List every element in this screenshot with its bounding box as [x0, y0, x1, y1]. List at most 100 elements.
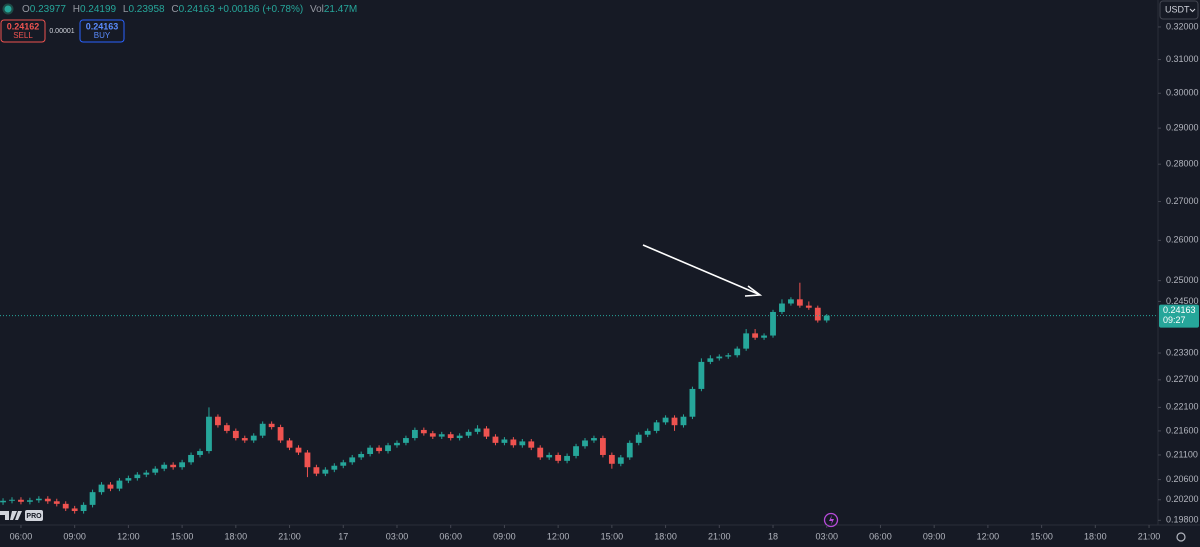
candle-body	[134, 474, 141, 479]
settings-icon[interactable]	[1176, 532, 1186, 542]
candle-body	[716, 356, 723, 359]
y-tick-label: 0.21100	[1166, 449, 1198, 459]
candle-body	[241, 438, 248, 441]
candle-body	[286, 440, 293, 448]
x-tick-label: 09:00	[63, 531, 86, 541]
alert-icon[interactable]	[823, 512, 839, 528]
sell-label[interactable]: SELL	[13, 31, 33, 40]
candle-body	[653, 422, 660, 431]
candle-body	[385, 445, 391, 452]
legend-label: Vol	[310, 4, 324, 15]
countdown: 09:27	[1163, 315, 1186, 325]
logo-badge-box	[25, 510, 43, 521]
candle-body	[206, 416, 212, 452]
candle-body	[215, 416, 221, 426]
y-tick-label: 0.27000	[1166, 196, 1199, 206]
candle-body	[573, 446, 579, 456]
candle-body	[456, 435, 463, 439]
candle-body	[671, 417, 678, 426]
legend-value: 21.47M	[324, 4, 357, 15]
x-tick-label: 06:00	[439, 531, 462, 541]
candle-body	[340, 462, 347, 466]
candle-body	[626, 442, 633, 458]
y-tick-label: 0.20600	[1166, 474, 1199, 484]
candle-body	[116, 480, 123, 489]
y-tick-label: 0.21600	[1166, 425, 1199, 435]
x-tick-label: 15:00	[601, 531, 624, 541]
candle-body	[689, 388, 696, 417]
candle-body	[394, 442, 400, 446]
currency[interactable]: USDT	[1165, 4, 1190, 14]
status-dot	[2, 3, 14, 15]
x-tick-label: 18:00	[1084, 531, 1107, 541]
y-tick-label: 0.26000	[1166, 235, 1199, 245]
candle-body	[107, 484, 114, 489]
candle-body	[474, 428, 481, 432]
x-tick-label: 12:00	[547, 531, 570, 541]
candle-body	[349, 457, 356, 463]
candle-body	[823, 315, 830, 321]
y-tick-label: 0.19800	[1166, 515, 1199, 525]
candle-body	[698, 361, 705, 389]
legend-value: 0.24163	[179, 4, 216, 15]
candle-body	[188, 454, 194, 463]
candle-body	[268, 423, 275, 428]
candle-body	[80, 504, 87, 512]
candle-body	[223, 425, 230, 431]
currency-box[interactable]	[1159, 0, 1199, 20]
x-tick-label: 12:00	[977, 531, 1000, 541]
candle-body	[35, 498, 42, 501]
candle-body	[743, 333, 750, 349]
arrow-annotation	[642, 244, 763, 297]
y-tick-label: 0.30000	[1166, 88, 1199, 98]
x-tick-label: 09:00	[923, 531, 946, 541]
legend-value: +0.00186 (+0.78%)	[218, 4, 304, 15]
legend-label: H	[73, 4, 80, 15]
candle-body	[546, 454, 553, 458]
arrow-line	[642, 244, 759, 295]
candle-body	[608, 454, 615, 464]
candle-body	[143, 472, 150, 475]
x-tick-label: 06:00	[869, 531, 892, 541]
candle-body	[501, 439, 508, 443]
candle-body	[44, 498, 51, 502]
candle-body	[71, 508, 78, 512]
candle-body	[170, 464, 177, 468]
legend-value: 0.23958	[128, 4, 165, 15]
candle-body	[761, 335, 767, 338]
sell-box[interactable]	[0, 19, 46, 43]
candle-body	[9, 499, 15, 501]
candle-body	[779, 303, 785, 312]
alert-bolt[interactable]	[829, 515, 834, 525]
candle-body	[358, 453, 365, 458]
candle-body	[555, 454, 562, 461]
candle-body	[26, 500, 33, 502]
buy-price[interactable]: 0.24163	[86, 21, 119, 31]
y-tick-label: 0.24500	[1166, 296, 1199, 306]
legend-label: O	[22, 4, 30, 15]
candle-body	[635, 434, 642, 443]
y-tick-label: 0.31000	[1166, 54, 1199, 64]
alert-ring[interactable]	[823, 512, 839, 528]
buy-button[interactable]: 0.24163 BUY	[79, 19, 125, 43]
candle-body	[376, 447, 382, 452]
x-tick-label: 21:00	[1138, 531, 1161, 541]
legend-value: 0.23977	[30, 4, 67, 15]
currency-selector[interactable]: USDT	[1159, 0, 1199, 20]
buy-box[interactable]	[79, 19, 125, 43]
candle-body	[367, 447, 374, 454]
plot-area	[0, 282, 830, 514]
x-tick-label: 03:00	[815, 531, 838, 541]
candle-body	[537, 447, 544, 458]
buy-label[interactable]: BUY	[94, 31, 111, 40]
y-tick-label: 0.22100	[1166, 402, 1199, 412]
dropdown-caret[interactable]	[1189, 8, 1196, 13]
sell-button[interactable]: 0.24162 SELL	[0, 19, 46, 43]
spread: 0.00001	[49, 28, 74, 35]
sell-price[interactable]: 0.24162	[7, 21, 40, 31]
candle-body	[465, 431, 472, 436]
candle-body	[528, 441, 535, 448]
x-tick-label: 15:00	[171, 531, 194, 541]
candle-body	[232, 430, 239, 439]
candle-body	[98, 484, 105, 493]
